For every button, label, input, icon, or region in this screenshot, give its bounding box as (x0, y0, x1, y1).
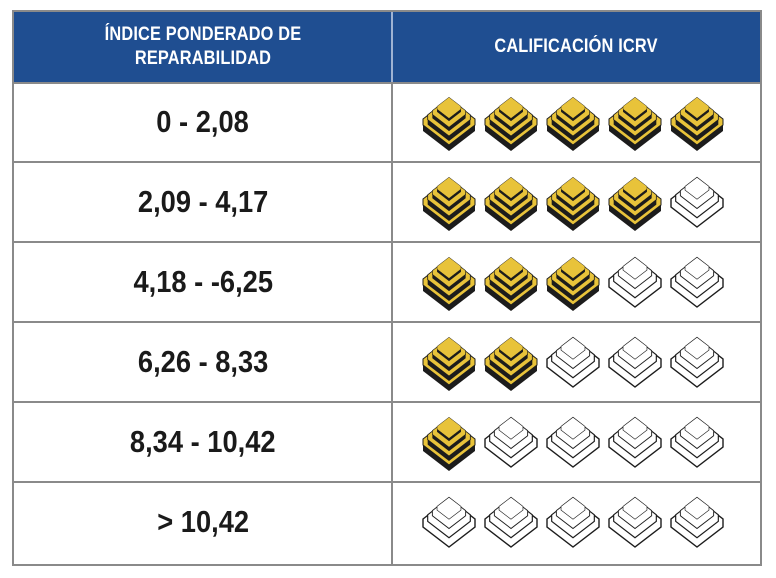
table-header: ÍNDICE PONDERADO DE REPARABILIDAD CALIFI… (14, 12, 760, 82)
range-value: 6,26 - 8,33 (137, 344, 269, 379)
row-divider (14, 82, 760, 84)
rating-icon-filled (608, 176, 662, 231)
header-index-label: ÍNDICE PONDERADO DE REPARABILIDAD (104, 24, 302, 69)
rating-cell (418, 482, 728, 562)
rating-icon-filled (608, 96, 662, 151)
range-value: 0 - 2,08 (156, 104, 250, 139)
rating-cell (418, 162, 728, 242)
range-cell: 2,09 - 4,17 (14, 162, 392, 242)
rating-icon-filled (484, 176, 538, 231)
rating-icon-empty (608, 496, 662, 548)
rating-icon-filled (422, 256, 476, 311)
rating-icon-filled (484, 96, 538, 151)
rating-icon-empty (546, 416, 600, 468)
rating-icon-filled (546, 256, 600, 311)
rating-icon-filled (422, 416, 476, 471)
rating-icon-empty (670, 416, 724, 468)
row-divider (14, 481, 760, 483)
rating-icon-empty (484, 496, 538, 548)
rating-cell (418, 322, 728, 402)
rating-table: ÍNDICE PONDERADO DE REPARABILIDAD CALIFI… (12, 10, 762, 566)
rating-icon-filled (546, 176, 600, 231)
rating-icon-empty (670, 256, 724, 308)
rating-icon-empty (484, 416, 538, 468)
rating-cell (418, 82, 728, 162)
row-divider (14, 161, 760, 163)
range-value: 4,18 - -6,25 (133, 264, 273, 299)
rating-icon-filled (546, 96, 600, 151)
row-divider (14, 321, 760, 323)
rating-icon-filled (670, 96, 724, 151)
rating-icon-filled (422, 176, 476, 231)
rating-icon-filled (484, 256, 538, 311)
range-value: 8,34 - 10,42 (130, 424, 276, 459)
rating-icon-filled (422, 336, 476, 391)
range-cell: > 10,42 (14, 482, 392, 562)
range-cell: 4,18 - -6,25 (14, 242, 392, 322)
rating-icon-empty (422, 496, 476, 548)
rating-cell (418, 242, 728, 322)
rating-icon-empty (670, 176, 724, 228)
header-divider (391, 12, 393, 82)
row-divider (14, 401, 760, 403)
range-cell: 0 - 2,08 (14, 82, 392, 162)
rating-icon-filled (484, 336, 538, 391)
header-rating-label: CALIFICACIÓN ICRV (494, 36, 658, 57)
rating-icon-empty (608, 336, 662, 388)
rating-icon-empty (608, 416, 662, 468)
rating-icon-empty (670, 496, 724, 548)
range-value: > 10,42 (157, 504, 249, 539)
row-divider (14, 241, 760, 243)
column-divider (391, 82, 393, 564)
range-value: 2,09 - 4,17 (137, 184, 269, 219)
rating-icon-empty (670, 336, 724, 388)
rating-icon-filled (422, 96, 476, 151)
range-cell: 6,26 - 8,33 (14, 322, 392, 402)
rating-icon-empty (546, 496, 600, 548)
rating-cell (418, 402, 728, 482)
rating-icon-empty (608, 256, 662, 308)
range-cell: 8,34 - 10,42 (14, 402, 392, 482)
rating-icon-empty (546, 336, 600, 388)
